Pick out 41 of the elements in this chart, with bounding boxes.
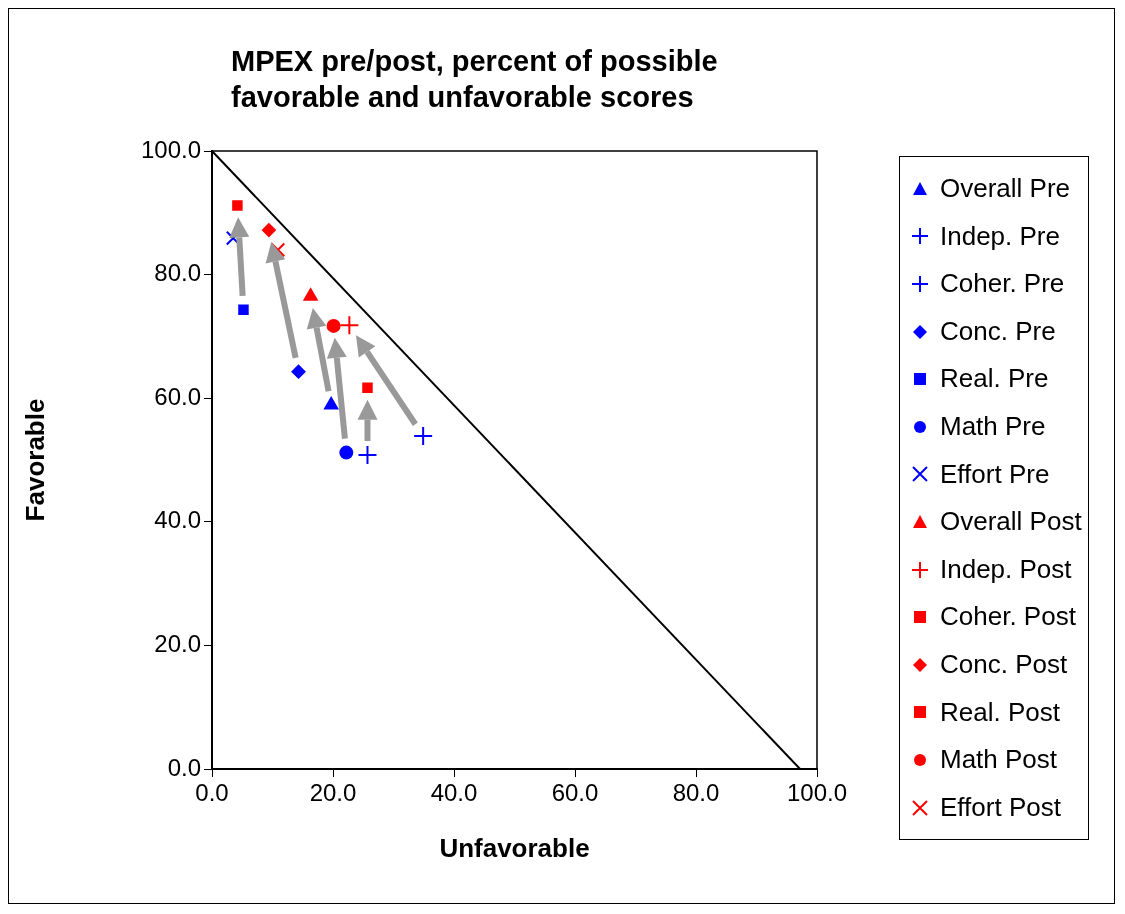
legend-label: Real. Pre: [940, 362, 1049, 396]
y-tick-label: 20.0: [154, 630, 201, 658]
point: [413, 425, 434, 446]
point: [362, 382, 373, 393]
legend-label: Effort Post: [940, 790, 1061, 824]
point: [324, 397, 339, 410]
legend-label: Math Post: [940, 743, 1058, 777]
chart-title: MPEX pre/post, percent of possible favorable and unfavorable scores: [231, 45, 718, 113]
x-tick-label: 60.0: [551, 779, 599, 807]
point: [261, 223, 276, 238]
y-axis-title: Favorable: [19, 398, 50, 522]
legend-label: Coher. Pre: [940, 267, 1065, 301]
y-tick-label: 100.0: [140, 135, 201, 163]
x-tick-label: 100.0: [786, 779, 848, 807]
point: [238, 304, 249, 316]
legend-label: Conc. Post: [940, 647, 1068, 681]
point: [326, 318, 341, 333]
x-tick-label: 80.0: [672, 779, 720, 807]
x-tick-label: 20.0: [309, 779, 357, 807]
legend-label: Real. Post: [940, 695, 1060, 729]
legend-label: Indep. Pre: [940, 219, 1060, 253]
y-tick-label: 0.0: [167, 753, 201, 781]
point: [339, 445, 354, 460]
y-tick-label: 60.0: [154, 382, 201, 410]
y-tick-label: 40.0: [154, 506, 201, 534]
point: [339, 315, 360, 336]
legend-label: Coher. Post: [940, 600, 1076, 634]
legend-label: Conc. Pre: [940, 314, 1056, 348]
legend-label: Overall Pre: [940, 172, 1071, 205]
point: [303, 288, 318, 301]
point: [291, 364, 306, 379]
legend-label: Effort Pre: [940, 457, 1050, 491]
x-tick-label: 0.0: [195, 779, 229, 807]
x-tick-label: 40.0: [430, 779, 478, 807]
legend-label: Indep. Post: [940, 552, 1072, 586]
y-tick-label: 80.0: [154, 259, 201, 287]
point: [232, 200, 243, 211]
x-axis-title: Unfavorable: [439, 832, 590, 863]
point: [357, 445, 378, 466]
legend-label: Math Pre: [940, 409, 1046, 443]
legend-label: Overall Post: [940, 505, 1082, 539]
